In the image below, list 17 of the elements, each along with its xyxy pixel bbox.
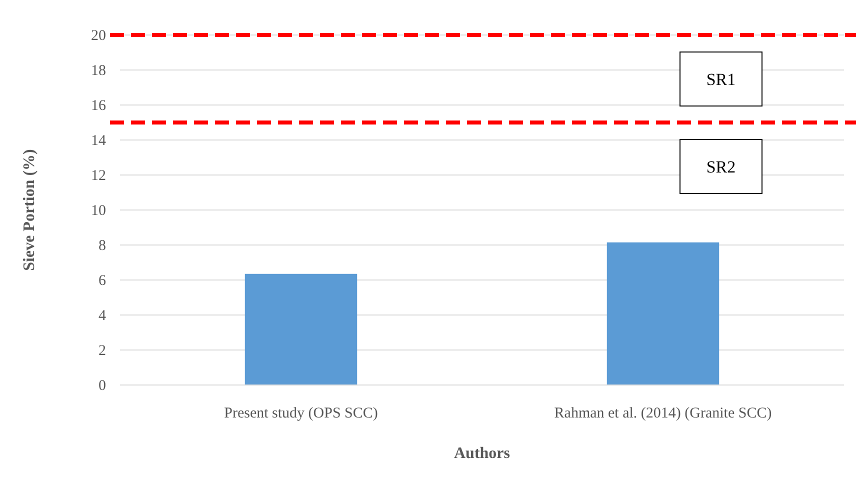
ref-line-label: SR1 — [706, 70, 736, 89]
y-tick-label: 0 — [98, 378, 106, 394]
ref-line-label: SR2 — [706, 158, 736, 176]
y-tick-label: 2 — [98, 342, 106, 359]
y-tick-label: 12 — [91, 168, 106, 184]
x-tick-label: Present study (OPS SCC) — [224, 406, 378, 422]
y-tick-label: 16 — [91, 98, 106, 114]
y-tick-label: 14 — [91, 132, 106, 149]
y-tick-label: 6 — [98, 272, 106, 289]
y-tick-label: 18 — [91, 62, 106, 79]
y-tick-label: 20 — [91, 28, 106, 44]
y-tick-label: 10 — [91, 202, 106, 219]
y-axis-title: Sieve Portion (%) — [21, 149, 38, 271]
x-axis-title: Authors — [454, 445, 510, 462]
x-tick-label: Rahman et al. (2014) (Granite SCC) — [554, 406, 772, 422]
y-tick-label: 8 — [98, 238, 106, 254]
y-tick-label: 4 — [98, 308, 106, 324]
